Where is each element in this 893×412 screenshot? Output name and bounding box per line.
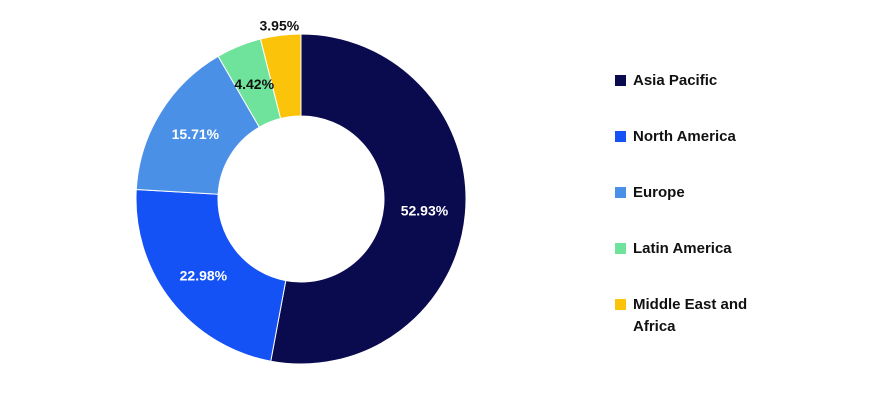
data-label-middle-east-and-africa: 3.95% [259,17,299,33]
data-label-europe: 15.71% [172,126,220,142]
data-label-asia-pacific: 52.93% [401,202,449,218]
legend-label: Europe [633,184,685,201]
slice-europe [135,55,261,195]
data-label-latin-america: 4.42% [234,76,274,92]
legend-label: North America [633,128,736,145]
legend-item-latin-america: Latin America [615,238,875,260]
legend-item-asia-pacific: Asia Pacific [615,70,875,92]
legend-item-europe: Europe [615,182,875,204]
legend-label: Middle East and Africa [633,296,748,335]
legend-label: Latin America [633,240,732,257]
data-label-north-america: 22.98% [180,267,228,283]
legend-item-north-america: North America [615,126,875,148]
legend-item-middle-east-africa: Middle East and Africa [615,294,875,338]
slice-middle-east-and-africa [259,33,302,120]
legend-swatch [615,299,626,310]
chart-legend: Asia Pacific North America Europe Latin … [615,70,875,338]
legend-swatch [615,187,626,198]
legend-label: Asia Pacific [633,72,718,89]
slice-asia-pacific [270,33,467,365]
slice-north-america [135,188,287,362]
legend-swatch [615,131,626,142]
legend-swatch [615,75,626,86]
legend-swatch [615,243,626,254]
